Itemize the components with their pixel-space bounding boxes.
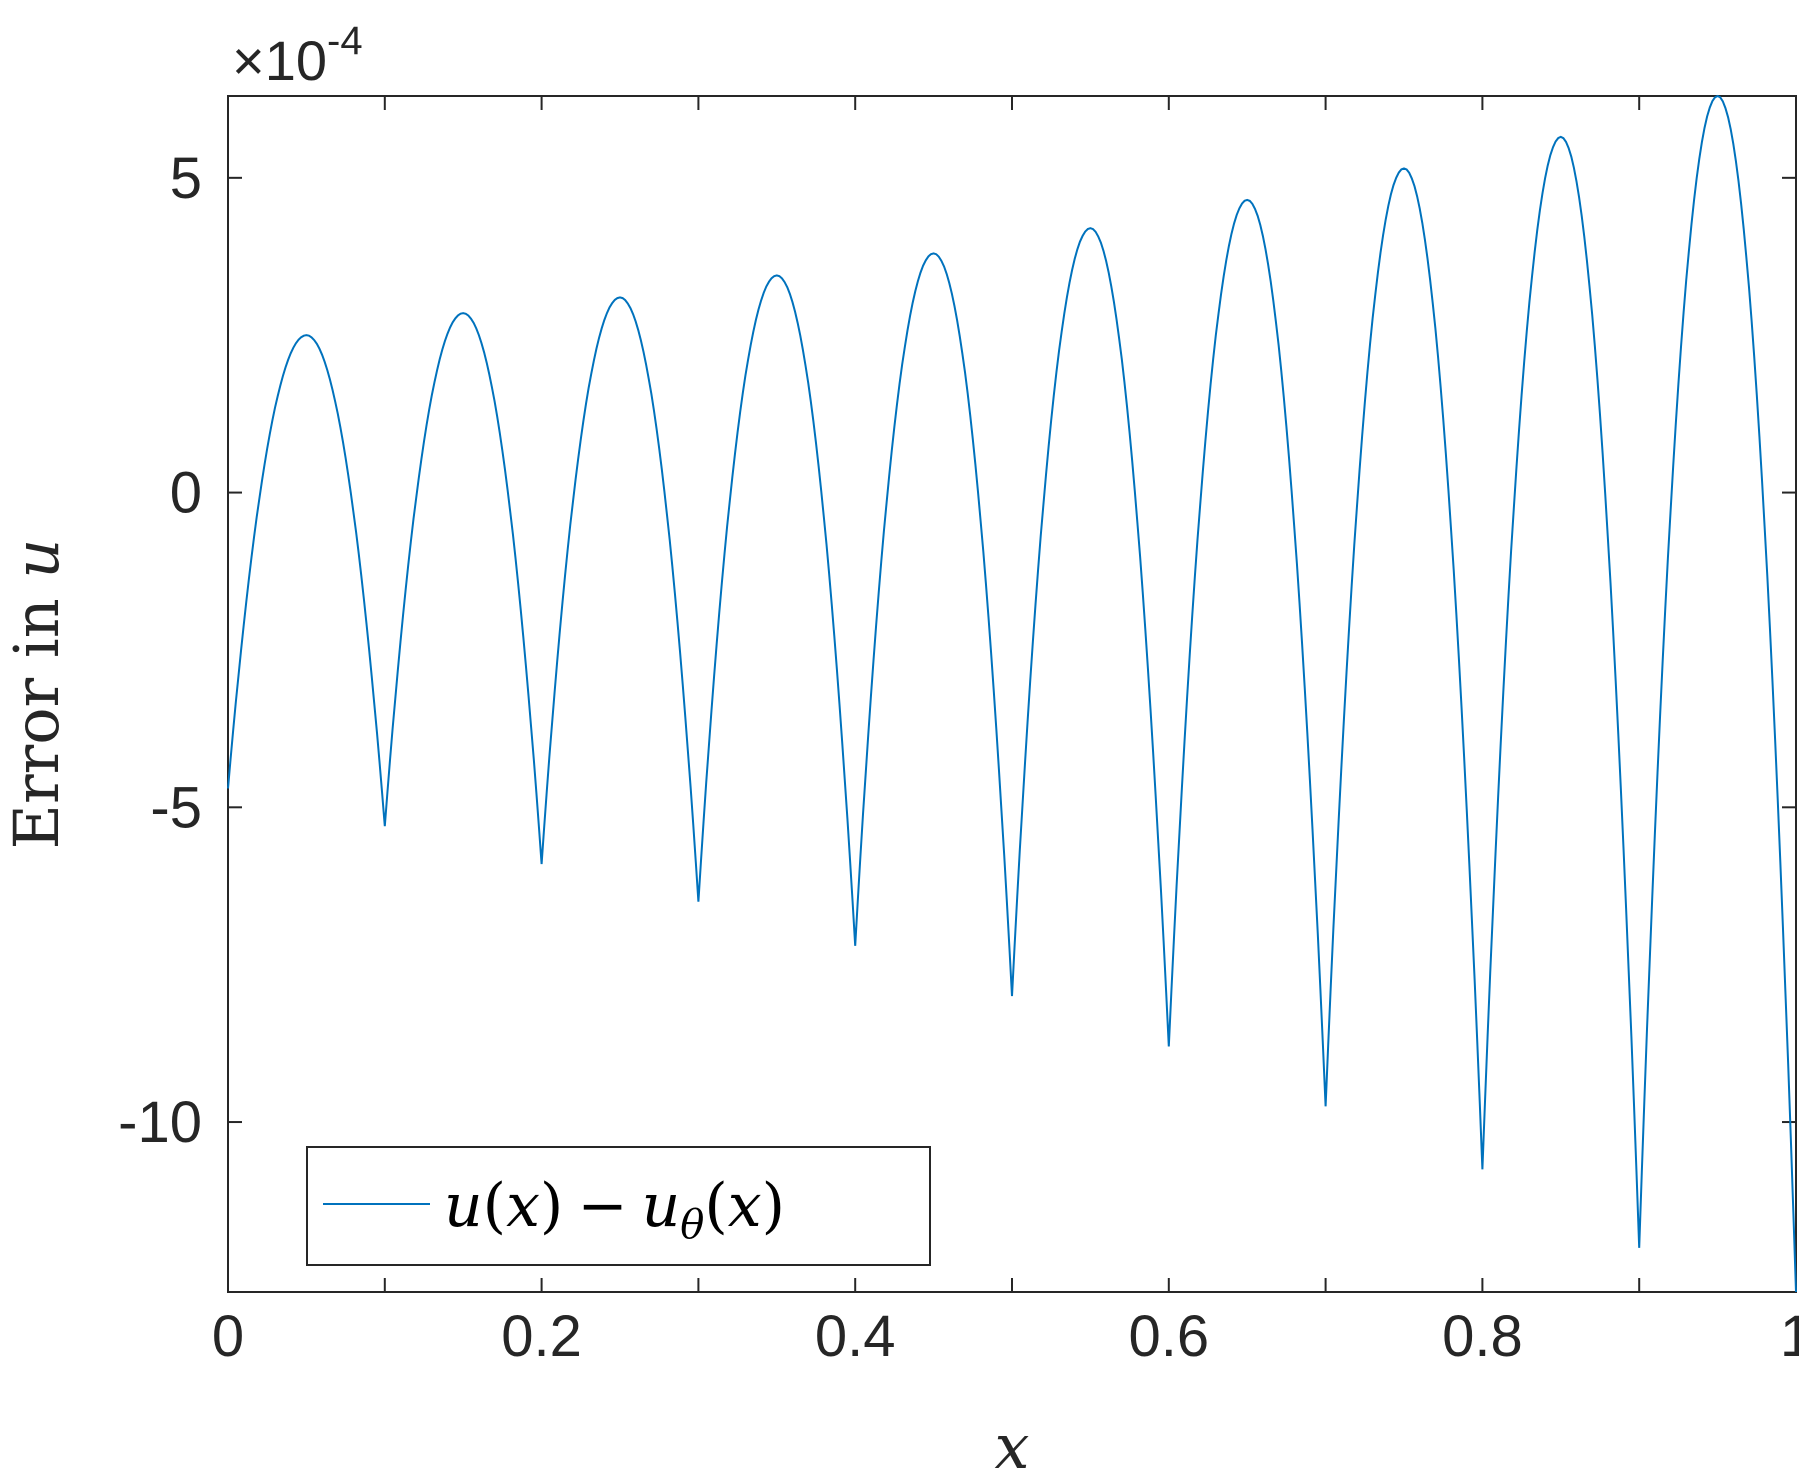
legend-box	[306, 1146, 931, 1266]
x-tick-label: 0.2	[501, 1304, 582, 1369]
y-axis-ticks: 5 0 -5 -10	[118, 146, 1796, 1155]
x-axis-ticks: 0 0.2 0.4 0.6 0.8 1	[212, 96, 1799, 1369]
y-tick-label: 0	[170, 461, 202, 526]
y-axis-title-text: Error in	[0, 579, 73, 850]
y-exponent-base: ×10	[232, 29, 327, 92]
y-tick-label: -5	[150, 775, 202, 840]
plot-area	[227, 95, 1797, 1293]
x-tick-label: 1	[1780, 1304, 1799, 1369]
x-tick-label: 0.6	[1128, 1304, 1209, 1369]
y-exponent-power: -4	[327, 19, 363, 63]
legend: u(x) − uθ(x)	[306, 1146, 931, 1266]
y-exponent-label: ×10-4	[232, 19, 363, 92]
legend-label: u(x) − uθ(x)	[444, 1171, 785, 1248]
y-axis-title-var: u	[0, 539, 73, 579]
series-line-error	[227, 94, 1797, 1293]
y-axis-title: Error in u	[0, 539, 73, 850]
x-axis-title: x	[995, 1410, 1030, 1474]
y-tick-label: -10	[118, 1090, 202, 1155]
x-tick-label: 0	[212, 1304, 244, 1369]
x-tick-label: 0.4	[815, 1304, 896, 1369]
x-tick-label: 0.8	[1442, 1304, 1523, 1369]
y-tick-label: 5	[170, 146, 202, 211]
